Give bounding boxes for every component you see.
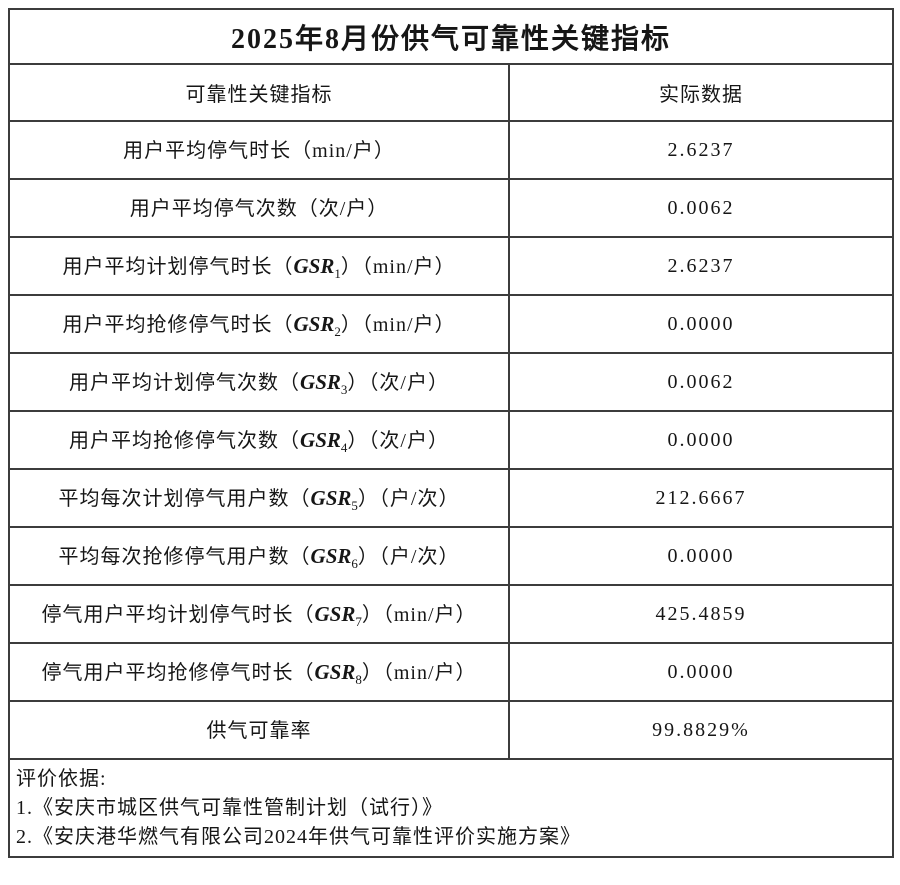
evaluation-basis-item-1: 1.《安庆市城区供气可靠性管制计划（试行）》 bbox=[16, 797, 443, 819]
indicator-label: 供气可靠率 bbox=[8, 700, 510, 760]
evaluation-basis: 评价依据: 1.《安庆市城区供气可靠性管制计划（试行）》 2.《安庆港华燃气有限… bbox=[7, 758, 895, 858]
column-header-actual-data: 实际数据 bbox=[507, 63, 895, 122]
indicator-label: 停气用户平均抢修停气时长（GSR8）（min/户） bbox=[8, 642, 510, 702]
gsr-symbol: GSR bbox=[300, 428, 341, 452]
table-row: 用户平均停气时长（min/户） 2.6237 bbox=[8, 120, 895, 180]
indicator-value: 99.8829% bbox=[507, 700, 895, 760]
gsr-symbol: GSR bbox=[314, 660, 356, 684]
gsr-symbol: GSR bbox=[293, 312, 335, 336]
indicator-value: 0.0062 bbox=[507, 352, 895, 412]
indicator-label: 平均每次抢修停气用户数（GSR6）（户/次） bbox=[8, 526, 510, 586]
evaluation-basis-heading: 评价依据: bbox=[16, 768, 107, 790]
indicator-value: 0.0062 bbox=[507, 178, 895, 238]
indicator-value: 0.0000 bbox=[507, 294, 895, 354]
indicator-label: 停气用户平均计划停气时长（GSR7）（min/户） bbox=[8, 584, 510, 644]
gsr-subscript: 4 bbox=[340, 440, 348, 455]
indicator-text: 停气用户平均计划停气时长（ bbox=[41, 604, 315, 626]
indicator-text: 用户平均停气时长（min/户） bbox=[123, 140, 395, 162]
indicator-value: 0.0000 bbox=[507, 410, 895, 470]
gsr-symbol: GSR bbox=[310, 486, 352, 510]
indicator-unit: ）（min/户） bbox=[340, 314, 456, 336]
header-row: 可靠性关键指标 实际数据 bbox=[8, 63, 895, 122]
indicator-unit: ）（户/次） bbox=[357, 488, 460, 510]
gsr-symbol: GSR bbox=[293, 254, 335, 278]
table-row: 平均每次抢修停气用户数（GSR6）（户/次） 0.0000 bbox=[8, 526, 895, 586]
indicator-value: 2.6237 bbox=[507, 120, 895, 180]
table-row: 用户平均计划停气次数（GSR3）（次/户） 0.0062 bbox=[8, 352, 895, 412]
table-row: 停气用户平均计划停气时长（GSR7）（min/户） 425.4859 bbox=[8, 584, 895, 644]
report-title: 2025年8月份供气可靠性关键指标 bbox=[7, 8, 895, 65]
evaluation-basis-item-2: 2.《安庆港华燃气有限公司2024年供气可靠性评价实施方案》 bbox=[16, 826, 581, 848]
indicator-text: 用户平均抢修停气时长（ bbox=[62, 314, 294, 336]
indicator-text: 停气用户平均抢修停气时长（ bbox=[41, 662, 315, 684]
indicator-value: 212.6667 bbox=[507, 468, 895, 528]
table-row: 供气可靠率 99.8829% bbox=[8, 700, 895, 760]
indicator-unit: ）（户/次） bbox=[357, 546, 460, 568]
indicator-text: 用户平均计划停气次数（ bbox=[69, 372, 301, 394]
indicator-label: 用户平均计划停气时长（GSR1）（min/户） bbox=[8, 236, 510, 296]
title-row: 2025年8月份供气可靠性关键指标 bbox=[7, 8, 895, 65]
indicator-unit: ）（min/户） bbox=[340, 256, 456, 278]
indicator-label: 用户平均抢修停气次数（GSR4）（次/户） bbox=[8, 410, 510, 470]
reliability-table: 2025年8月份供气可靠性关键指标 可靠性关键指标 实际数据 用户平均停气时长（… bbox=[7, 8, 895, 858]
indicator-label: 用户平均停气次数（次/户） bbox=[8, 178, 510, 238]
indicator-text: 用户平均抢修停气次数（ bbox=[69, 430, 301, 452]
indicator-unit: ）（min/户） bbox=[361, 662, 477, 684]
indicator-text: 平均每次计划停气用户数（ bbox=[58, 488, 311, 510]
indicator-text: 用户平均停气次数（次/户） bbox=[129, 198, 389, 220]
gsr-subscript: 6 bbox=[351, 556, 358, 571]
indicator-label: 平均每次计划停气用户数（GSR5）（户/次） bbox=[8, 468, 510, 528]
gsr-symbol: GSR bbox=[310, 544, 352, 568]
gsr-subscript: 1 bbox=[334, 266, 341, 281]
indicator-label: 用户平均抢修停气时长（GSR2）（min/户） bbox=[8, 294, 510, 354]
gsr-symbol: GSR bbox=[314, 602, 356, 626]
gsr-subscript: 8 bbox=[355, 672, 362, 687]
indicator-text: 供气可靠率 bbox=[206, 720, 312, 742]
gsr-subscript: 5 bbox=[351, 498, 358, 513]
column-header-indicator: 可靠性关键指标 bbox=[8, 63, 510, 122]
indicator-unit: ）（次/户） bbox=[347, 372, 449, 394]
table-row: 停气用户平均抢修停气时长（GSR8）（min/户） 0.0000 bbox=[8, 642, 895, 702]
indicator-value: 2.6237 bbox=[507, 236, 895, 296]
indicator-label: 用户平均计划停气次数（GSR3）（次/户） bbox=[8, 352, 510, 412]
gsr-subscript: 3 bbox=[340, 382, 348, 397]
indicator-text: 用户平均计划停气时长（ bbox=[62, 256, 294, 278]
indicator-label: 用户平均停气时长（min/户） bbox=[8, 120, 510, 180]
indicator-unit: ）（min/户） bbox=[361, 604, 477, 626]
table-row: 用户平均抢修停气次数（GSR4）（次/户） 0.0000 bbox=[8, 410, 895, 470]
footer-row: 评价依据: 1.《安庆市城区供气可靠性管制计划（试行）》 2.《安庆港华燃气有限… bbox=[7, 758, 895, 858]
indicator-value: 0.0000 bbox=[507, 642, 895, 702]
indicator-unit: ）（次/户） bbox=[347, 430, 449, 452]
data-rows-body: 用户平均停气时长（min/户） 2.6237 用户平均停气次数（次/户） 0.0… bbox=[8, 120, 895, 760]
indicator-text: 平均每次抢修停气用户数（ bbox=[58, 546, 311, 568]
table-row: 平均每次计划停气用户数（GSR5）（户/次） 212.6667 bbox=[8, 468, 895, 528]
table-row: 用户平均抢修停气时长（GSR2）（min/户） 0.0000 bbox=[8, 294, 895, 354]
gsr-subscript: 7 bbox=[355, 614, 362, 629]
gsr-symbol: GSR bbox=[300, 370, 341, 394]
table-row: 用户平均计划停气时长（GSR1）（min/户） 2.6237 bbox=[8, 236, 895, 296]
indicator-value: 425.4859 bbox=[507, 584, 895, 644]
gsr-subscript: 2 bbox=[334, 324, 341, 339]
indicator-value: 0.0000 bbox=[507, 526, 895, 586]
table-row: 用户平均停气次数（次/户） 0.0062 bbox=[8, 178, 895, 238]
